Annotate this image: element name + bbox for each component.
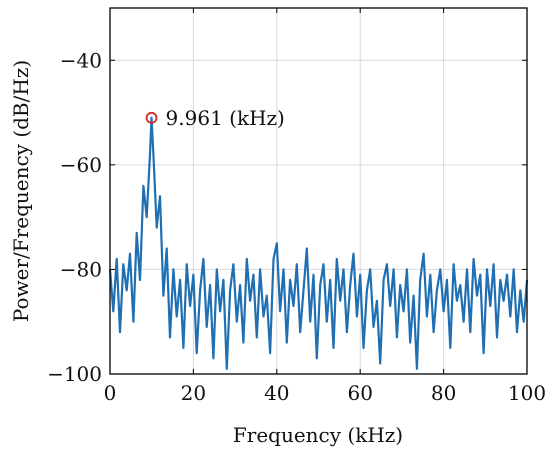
y-tick-labels: −100 −80 −60 −40 [47,48,102,386]
y-tick-label: −80 [60,257,102,281]
y-axis-title: Power/Frequency (dB/Hz) [9,60,33,322]
y-tick-label: −100 [47,362,102,386]
y-tick-label: −40 [60,48,102,72]
x-tick-label: 60 [347,381,372,405]
annotations-layer: 9.961 (kHz) [145,106,285,130]
peak-label: 9.961 (kHz) [166,106,285,130]
plot-frame [109,7,528,375]
x-tick-label: 80 [431,381,456,405]
series-layer [108,116,529,370]
x-tick-label: 0 [104,381,117,405]
peak-marker [145,111,158,124]
axis-ticks [109,8,528,375]
x-tick-label: 40 [264,381,289,405]
x-tick-label: 100 [508,381,546,405]
x-axis-title: Frequency (kHz) [233,423,403,447]
x-tick-label: 20 [181,381,206,405]
psd-series-line [108,116,529,370]
y-tick-label: −60 [60,153,102,177]
x-tick-labels: 0 20 40 60 80 100 [104,381,546,405]
